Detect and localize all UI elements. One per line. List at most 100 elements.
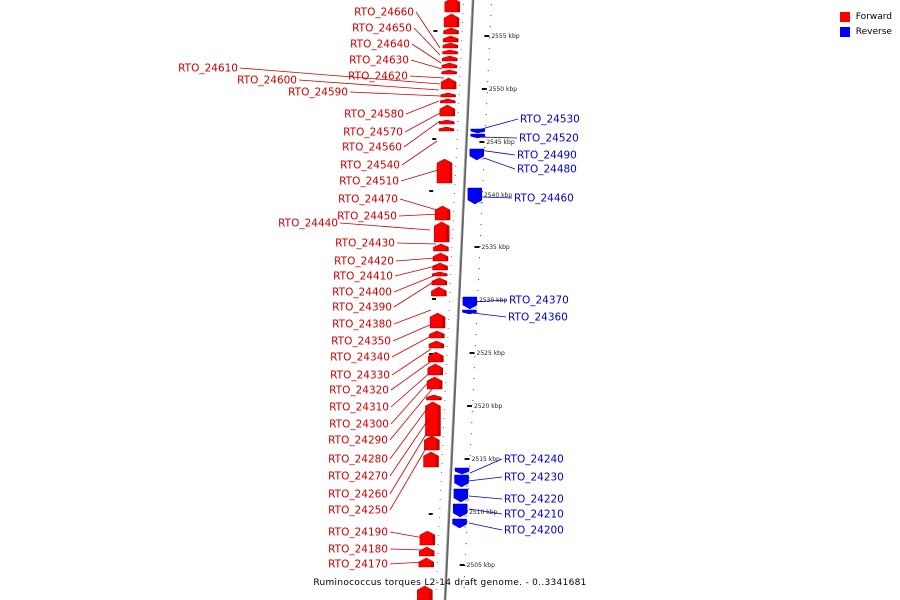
scale-dot xyxy=(469,455,471,457)
forward-gene-block xyxy=(429,312,446,329)
gene-block-shade xyxy=(438,397,442,400)
forward-gene-block xyxy=(433,243,449,252)
gene-block-shade xyxy=(451,121,455,124)
scale-dot xyxy=(484,147,486,149)
gene-block-shade xyxy=(452,94,456,97)
scale-dot xyxy=(457,121,459,122)
leader-line xyxy=(467,476,503,482)
scale-dot xyxy=(440,490,442,491)
leader-line xyxy=(468,522,503,531)
gene-label-forward: RTO_24610 xyxy=(178,63,238,75)
scale-dot xyxy=(452,229,454,230)
scale-dot xyxy=(481,213,483,215)
leader-line xyxy=(393,309,432,325)
gene-label-forward: RTO_24350 xyxy=(331,336,391,348)
forward-gene-block xyxy=(441,62,458,69)
scale-dot xyxy=(459,76,461,77)
forward-gene-block xyxy=(418,557,434,568)
gene-label-reverse: RTO_24360 xyxy=(508,312,568,324)
gene-label-forward: RTO_24260 xyxy=(328,489,388,501)
gene-block-shade xyxy=(435,456,439,467)
gene-label-forward: RTO_24510 xyxy=(339,176,399,188)
reverse-gene-block xyxy=(453,488,469,503)
scale-dot xyxy=(468,477,470,479)
leader-line xyxy=(469,458,503,474)
gene-label-reverse: RTO_24370 xyxy=(509,295,569,307)
leader-line xyxy=(404,112,441,133)
forward-gene-block xyxy=(431,286,447,297)
gene-block-shade xyxy=(456,18,460,27)
gene-label-forward: RTO_24620 xyxy=(348,71,408,83)
scale-dot xyxy=(446,346,448,347)
leader-line xyxy=(389,437,433,511)
scale-dot xyxy=(470,444,472,446)
gene-label-forward: RTO_24540 xyxy=(340,160,400,172)
forward-gene-block xyxy=(440,98,456,104)
scale-dot xyxy=(474,356,476,358)
scale-dot xyxy=(465,543,467,545)
gene-label-forward: RTO_24180 xyxy=(328,544,388,556)
scale-dot xyxy=(460,49,462,50)
gene-label-reverse: RTO_24200 xyxy=(504,525,564,537)
label-leader-lines xyxy=(239,11,519,565)
gene-label-forward: RTO_24570 xyxy=(343,127,403,139)
leader-line xyxy=(395,257,436,262)
gene-label-reverse: RTO_24530 xyxy=(520,114,580,126)
scale-dot xyxy=(458,103,460,104)
leader-line xyxy=(389,425,432,495)
gene-block-shade xyxy=(440,344,444,348)
gene-label-forward: RTO_24600 xyxy=(237,75,297,87)
scale-dot xyxy=(448,319,450,320)
scale-dot xyxy=(457,112,459,113)
leader-line xyxy=(410,59,443,70)
forward-gene-block xyxy=(439,119,455,125)
gene-label-forward: RTO_24650 xyxy=(352,23,412,35)
gene-block-shade xyxy=(480,153,484,160)
forward-gene-block xyxy=(426,376,443,390)
scale-dot xyxy=(455,157,457,158)
forward-gene-block xyxy=(440,92,456,98)
reverse-swatch xyxy=(839,26,850,37)
scale-dot xyxy=(488,48,490,50)
gene-block-shade xyxy=(450,128,454,131)
leader-line xyxy=(389,387,434,441)
gene-label-forward: RTO_24400 xyxy=(332,287,392,299)
scale-dot xyxy=(466,532,468,534)
gene-label-reverse: RTO_24490 xyxy=(517,150,577,162)
scale-dot xyxy=(441,454,443,455)
marker-tick xyxy=(432,298,437,300)
scale-label: 2525 kbp xyxy=(477,350,505,357)
scale-dot xyxy=(461,31,463,32)
gene-label-reverse: RTO_24210 xyxy=(504,509,564,521)
scale-dot xyxy=(462,13,464,14)
forward-gene-block xyxy=(441,69,457,75)
scale-dot xyxy=(445,382,447,383)
marker-tick xyxy=(433,30,438,32)
scale-dot xyxy=(456,148,458,149)
leader-line xyxy=(403,120,441,148)
scale-label: 2515 kbp xyxy=(472,456,500,463)
gene-block-shade xyxy=(451,109,455,116)
gene-block-shade xyxy=(449,163,453,183)
scale-dot xyxy=(487,70,489,72)
gene-label-forward: RTO_24280 xyxy=(328,454,388,466)
forward-swatch xyxy=(839,11,850,22)
scale-dot xyxy=(454,184,456,185)
scale-label: 2540 kbp xyxy=(484,192,512,199)
gene-block-shade xyxy=(430,562,434,567)
scale-dot xyxy=(474,345,476,347)
scale-dot xyxy=(449,283,451,284)
scale-dot xyxy=(443,427,445,428)
gene-block-shade xyxy=(452,100,456,103)
leader-line xyxy=(389,413,433,477)
reverse-gene-block xyxy=(462,309,477,315)
gene-block-shade xyxy=(463,523,467,528)
gene-block-shade xyxy=(456,2,460,12)
scale-dot xyxy=(461,22,463,23)
scale-dot xyxy=(460,58,462,59)
leader-line xyxy=(409,75,445,79)
leader-line xyxy=(400,169,439,182)
leader-line xyxy=(411,43,442,64)
forward-gene-block xyxy=(442,49,458,55)
